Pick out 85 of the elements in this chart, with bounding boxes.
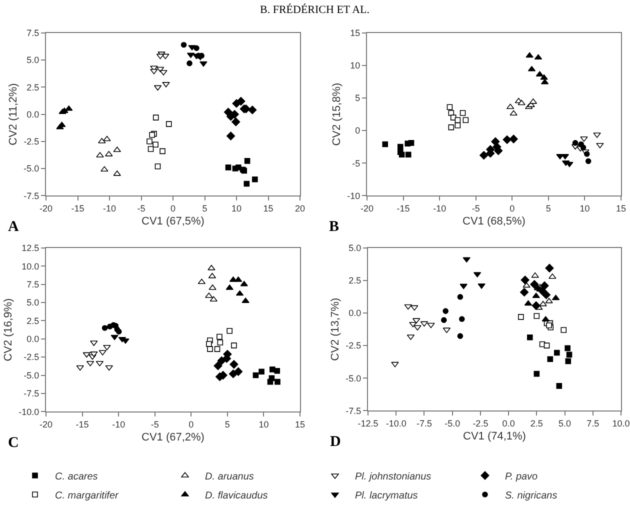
x-tick-label: 15 — [294, 419, 306, 430]
x-tick-label: 0.0 — [502, 418, 515, 428]
x-tick-label: -2.5 — [472, 418, 488, 428]
text: A — [8, 219, 19, 235]
y-tick-label: 10.0 — [22, 261, 40, 272]
x-tick-label: 10 — [231, 203, 242, 214]
y-tick-label: -7.5 — [24, 388, 40, 399]
x-tick-label: -10 — [112, 419, 126, 430]
legend-label: C. margaritifer — [55, 490, 120, 502]
legend-label: D. flavicaudus — [205, 490, 268, 502]
y-tick-label: -5.0 — [346, 373, 362, 384]
y-axis-title: CV2 (15,8%) — [330, 82, 343, 146]
x-tick-label: 0 — [510, 203, 515, 214]
x-tick-label: -10 — [433, 203, 446, 214]
y-tick-label: 0.0 — [26, 109, 40, 120]
legend-label: P. pavo — [505, 471, 538, 482]
y-tick-label: -5 — [352, 158, 360, 168]
y-tick-label: 7.5 — [26, 279, 40, 290]
y-axis-title: CV2 (11,2%) — [7, 83, 20, 146]
x-tick-label: 10.0 — [612, 418, 630, 428]
y-tick-label: -7.5 — [346, 406, 362, 416]
x-tick-label: -20 — [360, 203, 374, 214]
x-tick-label: 5 — [546, 203, 551, 214]
y-tick-label: -7.5 — [24, 190, 40, 201]
x-tick-label: 5.0 — [558, 418, 572, 428]
y-axis-title: CV2 (16,9%) — [2, 298, 14, 362]
y-tick-label: 0.0 — [348, 308, 362, 318]
x-axis-title: CV1 (67,5%) — [142, 216, 204, 228]
y-tick-label: 15 — [350, 28, 360, 38]
x-tick-label: 5 — [202, 203, 208, 214]
y-tick-label: 5.0 — [26, 298, 40, 308]
x-tick-label: 15 — [263, 203, 274, 214]
x-tick-label: -5 — [137, 203, 146, 214]
x-tick-label: 7.5 — [586, 418, 600, 428]
y-tick-label: -2.5 — [346, 340, 362, 351]
x-tick-label: -10 — [102, 203, 116, 214]
x-axis-title: CV1 (67,2%) — [142, 432, 204, 444]
x-axis-title: CV1 (68,5%) — [462, 216, 526, 228]
x-tick-label: -15 — [396, 203, 410, 214]
y-tick-label: -2.5 — [24, 352, 40, 362]
x-tick-label: 15 — [616, 203, 626, 214]
x-tick-label: -12.5 — [358, 418, 378, 428]
legend-label: D. aruanus — [205, 471, 254, 482]
x-tick-label: -5 — [150, 419, 159, 430]
y-tick-label: 10 — [350, 60, 360, 71]
y-axis-title: CV2 (13,7%) — [329, 298, 342, 361]
legend-label: S. nigricans — [505, 490, 558, 502]
x-tick-label: -15 — [76, 419, 89, 430]
y-tick-label: -10 — [347, 190, 360, 201]
y-tick-label: -2.5 — [24, 136, 40, 147]
x-tick-label: 0 — [170, 203, 176, 214]
x-tick-label: 0 — [188, 419, 194, 430]
x-tick-label: 10 — [258, 419, 269, 430]
x-tick-label: -10.0 — [386, 418, 406, 428]
y-tick-label: 5.0 — [26, 55, 40, 66]
y-tick-label: -10.0 — [18, 406, 40, 417]
y-tick-label: 5.0 — [348, 243, 362, 254]
y-tick-label: 2.5 — [26, 316, 40, 326]
x-tick-label: -15 — [71, 203, 84, 214]
x-tick-label: -5.0 — [444, 418, 460, 428]
y-tick-label: 0 — [355, 126, 360, 136]
chart-title: B. FRÉDÉRICH ET AL. — [260, 3, 370, 16]
y-tick-label: -5.0 — [24, 164, 40, 174]
x-tick-label: -5 — [472, 203, 480, 214]
y-tick-label: 12.5 — [22, 243, 40, 254]
x-tick-label: 10 — [580, 203, 590, 214]
y-tick-label: 2.5 — [26, 82, 40, 92]
y-tick-label: 0.0 — [26, 334, 40, 344]
x-tick-label: 20 — [294, 203, 306, 214]
legend-label: Pl. johnstonianus — [355, 471, 432, 482]
y-tick-label: -5.0 — [24, 370, 40, 380]
x-tick-label: -7.5 — [416, 418, 432, 428]
legend-label: Pl. lacrymatus — [355, 490, 418, 502]
y-tick-label: 5 — [355, 93, 360, 104]
x-tick-label: -20 — [39, 203, 53, 214]
text: B — [329, 219, 340, 235]
x-tick-label: 5 — [224, 419, 230, 430]
x-tick-label: 2.5 — [530, 418, 543, 428]
y-tick-label: 2.5 — [348, 276, 362, 286]
x-tick-label: -20 — [39, 419, 53, 430]
legend-label: C. acares — [55, 471, 98, 482]
x-axis-title: CV1 (74,1%) — [463, 430, 526, 443]
y-tick-label: 7.5 — [26, 28, 40, 38]
text: C — [8, 435, 19, 451]
text: D — [330, 434, 341, 450]
